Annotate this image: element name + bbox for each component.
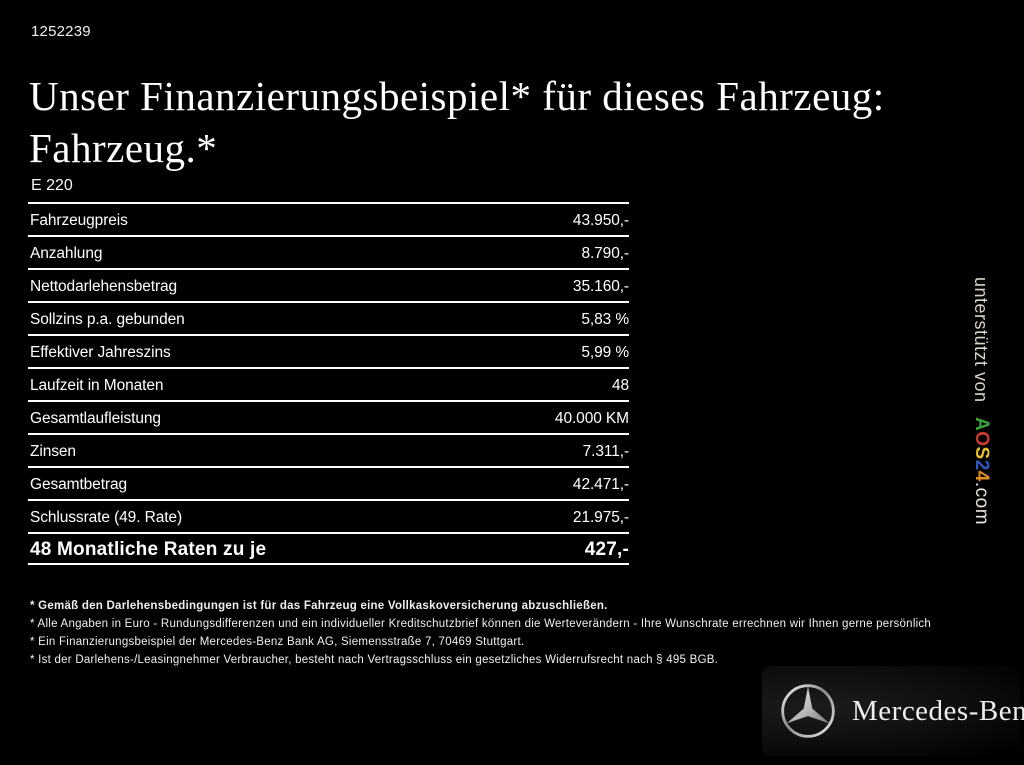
- summary-value: 427,-: [584, 538, 629, 560]
- row-value: 43.950,-: [572, 211, 629, 229]
- supported-by-watermark: unterstützt von AOS24.com: [970, 277, 992, 562]
- footnote-insurance: * Gemäß den Darlehensbedingungen ist für…: [30, 600, 608, 612]
- row-value: 48: [611, 376, 629, 394]
- row-label: Sollzins p.a. gebunden: [30, 310, 185, 328]
- row-value: 35.160,-: [572, 277, 629, 295]
- row-label: Nettodarlehensbetrag: [30, 277, 178, 295]
- aos24-letter: A: [971, 416, 992, 431]
- supported-by-text: unterstützt von: [971, 277, 991, 403]
- mercedes-star-icon: [781, 684, 835, 738]
- financing-table: Fahrzeugpreis 43.950,- Anzahlung 8.790,-…: [28, 202, 629, 565]
- row-value: 42.471,-: [572, 475, 629, 493]
- mercedes-benz-wordmark: Mercedes-Benz: [852, 694, 1024, 727]
- vehicle-model: E 220: [31, 177, 73, 194]
- aos24-letter: 2: [971, 459, 992, 471]
- row-value: 5,83 %: [581, 310, 629, 328]
- table-row: Laufzeit in Monaten 48: [28, 367, 629, 400]
- row-label: Fahrzeugpreis: [30, 211, 128, 229]
- page-title-line-2: Fahrzeug.*: [29, 125, 218, 171]
- summary-label: 48 Monatliche Raten zu je: [30, 538, 267, 560]
- legal-footnotes: * Gemäß den Darlehensbedingungen ist für…: [30, 597, 990, 669]
- aos24-letter: O: [971, 430, 992, 447]
- aos24-logo: AOS24.com: [971, 417, 992, 525]
- row-value: 8.790,-: [581, 244, 629, 262]
- table-row: Gesamtlaufleistung 40.000 KM: [28, 400, 629, 433]
- table-row: Fahrzeugpreis 43.950,-: [28, 202, 629, 235]
- footnote-euro-rounding: * Alle Angaben in Euro - Rundungsdiffere…: [30, 618, 932, 630]
- table-row: Zinsen 7.311,-: [28, 433, 629, 466]
- row-label: Effektiver Jahreszins: [30, 343, 171, 361]
- aos24-domain-suffix: .com: [971, 481, 992, 525]
- table-row: Effektiver Jahreszins 5,99 %: [28, 334, 629, 367]
- table-row: Sollzins p.a. gebunden 5,83 %: [28, 301, 629, 334]
- mercedes-benz-logo-panel: Mercedes-Benz: [762, 666, 1024, 756]
- table-row: Gesamtbetrag 42.471,-: [28, 466, 629, 499]
- aos24-letter: S: [971, 446, 992, 460]
- footnote-widerruf: * Ist der Darlehens-/Leasingnehmer Verbr…: [30, 654, 719, 666]
- row-value: 21.975,-: [572, 508, 629, 526]
- row-value: 40.000 KM: [554, 409, 629, 427]
- aos24-letter: 4: [971, 470, 992, 482]
- table-row: Nettodarlehensbetrag 35.160,-: [28, 268, 629, 301]
- row-label: Schlussrate (49. Rate): [30, 508, 183, 526]
- row-label: Zinsen: [30, 442, 76, 460]
- listing-id: 1252239: [31, 23, 91, 40]
- row-value: 7.311,-: [582, 442, 630, 460]
- row-label: Anzahlung: [30, 244, 103, 262]
- row-label: Gesamtlaufleistung: [30, 409, 161, 427]
- row-value: 5,99 %: [581, 343, 629, 361]
- table-row: Schlussrate (49. Rate) 21.975,-: [28, 499, 629, 532]
- row-label: Gesamtbetrag: [30, 475, 128, 493]
- page-title-line-1: Unser Finanzierungsbeispiel* für dieses …: [29, 73, 885, 119]
- row-label: Laufzeit in Monaten: [30, 376, 164, 394]
- table-row: Anzahlung 8.790,-: [28, 235, 629, 268]
- page-title: Unser Finanzierungsbeispiel* für dieses …: [29, 70, 969, 174]
- monthly-rate-summary-row: 48 Monatliche Raten zu je 427,-: [28, 532, 629, 565]
- footnote-bank: * Ein Finanzierungsbeispiel der Mercedes…: [30, 636, 525, 648]
